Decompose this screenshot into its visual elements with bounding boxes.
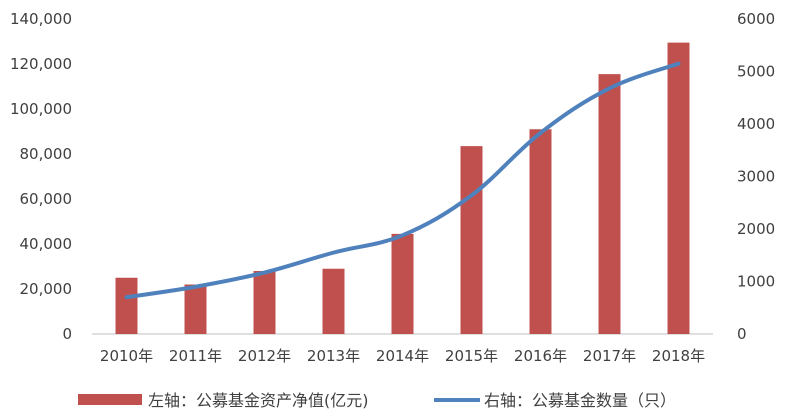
bar-2012年 [253,271,276,334]
right-tick-label: 0 [737,325,747,343]
right-tick-label: 2000 [737,220,775,238]
x-tick-label: 2018年 [652,347,705,365]
right-tick-label: 5000 [737,63,775,81]
right-tick-label: 1000 [737,273,775,291]
line-fund-count [124,61,681,300]
x-tick-label: 2010年 [100,347,153,365]
bar-2014年 [391,233,414,334]
legend-label-line: 右轴：公募基金数量（只） [484,391,676,410]
line-series [124,61,681,300]
left-tick-label: 0 [62,325,72,343]
x-tick-label: 2014年 [376,347,429,365]
right-tick-label: 6000 [737,10,775,28]
x-tick-label: 2015年 [445,347,498,365]
right-axis: 0 1000 2000 3000 4000 5000 6000 [737,10,775,343]
x-tick-label: 2011年 [169,347,222,365]
left-tick-label: 40,000 [20,235,73,253]
right-tick-label: 4000 [737,115,775,133]
left-tick-label: 140,000 [10,10,72,28]
left-tick-label: 80,000 [20,145,73,163]
bar-series [115,42,690,334]
x-axis: 2010年 2011年 2012年 2013年 2014年 2015年 2016年 2017年… [100,347,705,365]
bar-2010年 [115,277,138,334]
legend: 左轴：公募基金资产净值(亿元) 右轴：公募基金数量（只） [78,391,676,410]
left-tick-label: 120,000 [10,55,72,73]
legend-label-bar: 左轴：公募基金资产净值(亿元) [148,391,369,410]
bar-2018年 [667,42,690,334]
left-axis: 0 20,000 40,000 60,000 80,000 100,000 120,000 1… [10,10,72,343]
x-tick-label: 2017年 [583,347,636,365]
x-tick-label: 2013年 [307,347,360,365]
right-tick-label: 3000 [737,168,775,186]
x-tick-label: 2016年 [514,347,567,365]
x-tick-label: 2012年 [238,347,291,365]
left-tick-label: 100,000 [10,100,72,118]
bar-2011年 [184,284,207,334]
bar-2017年 [598,74,621,334]
bar-2016年 [529,129,552,334]
bar-2013年 [322,268,345,334]
bar-2015年 [460,146,483,334]
left-tick-label: 20,000 [20,280,73,298]
legend-swatch-bar [78,394,142,405]
left-tick-label: 60,000 [20,190,73,208]
